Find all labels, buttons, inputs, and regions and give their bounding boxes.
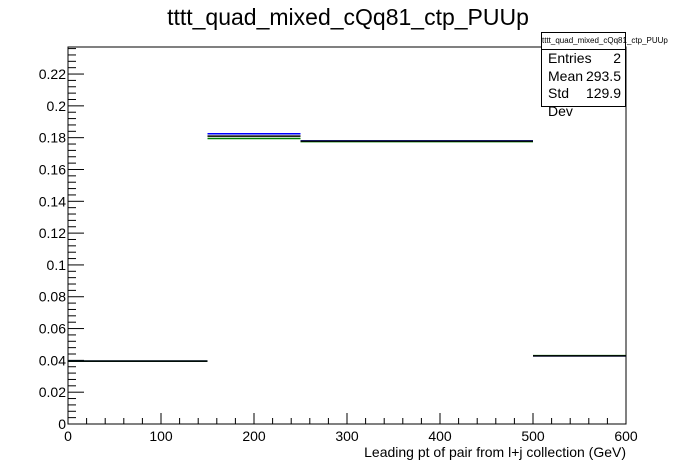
stats-row-mean: Mean 293.5	[542, 68, 625, 86]
y-tick-label: 0.18	[39, 130, 66, 146]
y-tick-label: 0.12	[39, 225, 66, 241]
y-tick-label: 0.22	[39, 66, 66, 82]
x-tick-label: 100	[149, 428, 173, 444]
stats-label: Entries	[548, 50, 592, 66]
y-axis-ticks: 0 0.02 0.04 0.06 0.08 0.1 0.12 0.14 0.16 0.18 0.2 0…	[39, 48, 84, 432]
stats-box: tttt_quad_mixed_cQq81_ctp_PUUp Entries 2…	[541, 32, 668, 119]
stats-row-stddev: Std Dev 129.9	[542, 85, 625, 120]
x-tick-label: 600	[614, 428, 638, 444]
stats-box-name: tttt_quad_mixed_cQq81_ctp_PUUp	[542, 33, 668, 50]
x-axis-title: Leading pt of pair from l+j collection (…	[364, 444, 626, 460]
x-tick-label: 500	[521, 428, 545, 444]
y-tick-label: 0.04	[39, 352, 66, 368]
chart-title: tttt_quad_mixed_cQq81_ctp_PUUp	[167, 4, 529, 30]
stats-value: 293.5	[585, 67, 621, 84]
x-tick-label: 0	[64, 428, 72, 444]
x-tick-label: 200	[242, 428, 266, 444]
stats-label: Std Dev	[548, 85, 573, 119]
y-tick-label: 0.2	[47, 98, 67, 114]
stats-value: 2	[613, 50, 621, 66]
y-tick-label: 0.06	[39, 321, 66, 337]
y-tick-label: 0.02	[39, 384, 66, 400]
histogram-series	[68, 132, 626, 362]
y-tick-label: 0.14	[39, 193, 66, 209]
stats-row-entries: Entries 2	[542, 50, 625, 68]
y-tick-label: 0.1	[47, 257, 67, 273]
stats-label: Mean	[548, 67, 584, 84]
y-tick-label: 0.16	[39, 161, 66, 177]
x-tick-label: 300	[335, 428, 359, 444]
stats-value: 129.9	[585, 85, 621, 101]
y-tick-label: 0.08	[39, 289, 66, 305]
x-axis-ticks: 0 100 200 300 400 500 600	[64, 413, 638, 444]
x-tick-label: 400	[428, 428, 452, 444]
y-tick-label: 0	[58, 416, 66, 432]
